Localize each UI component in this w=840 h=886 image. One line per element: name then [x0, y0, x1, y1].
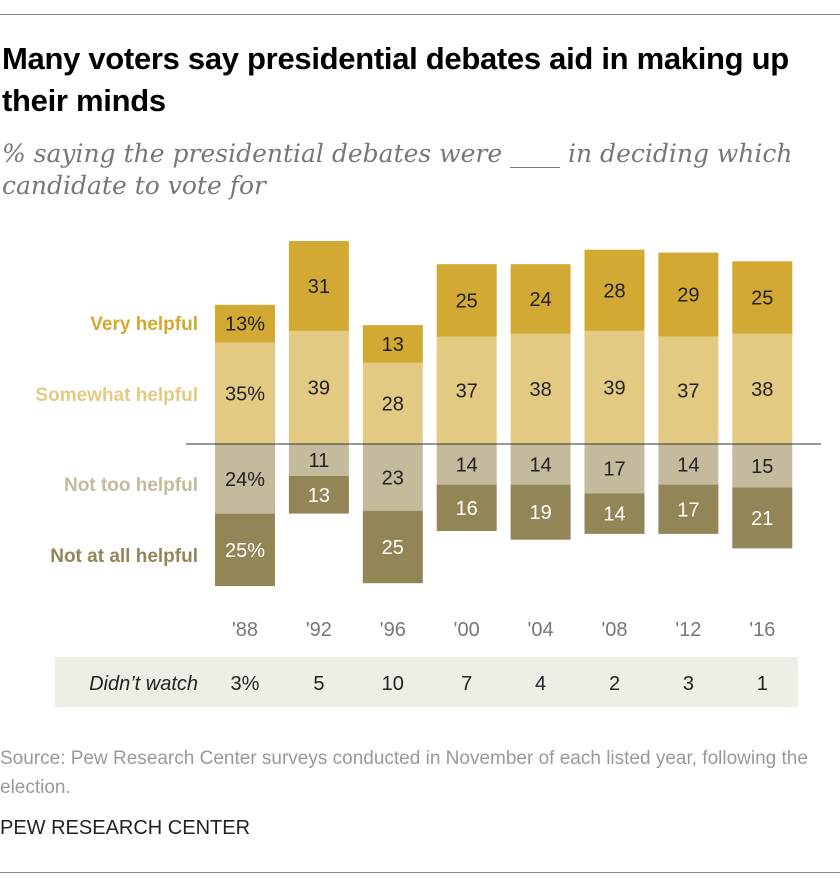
didnt-watch-value: 5 — [313, 673, 324, 695]
brand-label: PEW RESEARCH CENTER — [0, 817, 251, 839]
bar-segment — [732, 444, 793, 488]
data-label: 28 — [603, 280, 625, 302]
bar-segment — [658, 484, 719, 534]
bar-segment — [288, 330, 349, 444]
bar-segment — [215, 513, 275, 587]
didnt-watch-value: 3 — [683, 673, 694, 695]
bar-segment — [362, 325, 423, 363]
bar-segment — [362, 510, 423, 584]
bar-segment — [215, 342, 275, 444]
chart-subtitle: % saying the presidential debates were _… — [2, 139, 793, 200]
data-label: 23 — [382, 467, 404, 489]
bar-segment — [658, 444, 719, 485]
data-label: 13% — [225, 314, 265, 336]
data-label: 24 — [529, 289, 551, 311]
didnt-watch-value: 1 — [757, 673, 768, 695]
data-label: 14 — [456, 454, 478, 476]
data-label: 14 — [529, 454, 551, 476]
data-label: 37 — [677, 380, 699, 402]
bar-segment — [436, 336, 497, 444]
x-tick-label: '00 — [454, 619, 480, 641]
legend-label-1: Somewhat helpful — [35, 385, 198, 406]
bottom-rule — [0, 872, 840, 873]
data-label: 13 — [382, 334, 404, 356]
data-label: 37 — [456, 380, 478, 402]
data-label: 31 — [308, 276, 330, 298]
data-label: 39 — [308, 377, 330, 399]
data-label: 17 — [677, 499, 699, 521]
bar-segment — [362, 444, 423, 511]
bar-segment — [732, 261, 793, 334]
chart-title: Many voters say presidential debates aid… — [2, 41, 789, 118]
data-label: 24% — [225, 469, 265, 491]
bar-segment — [658, 336, 719, 444]
x-tick-label: '92 — [306, 619, 332, 641]
bar-segment — [436, 264, 497, 337]
didnt-watch-value: 10 — [382, 673, 404, 695]
bar-segment — [362, 362, 423, 444]
didnt-watch-band — [55, 657, 798, 707]
legend-label-0: Very helpful — [90, 314, 198, 335]
bar-segment — [436, 444, 497, 485]
legend-label-3: Not at all helpful — [50, 546, 198, 567]
data-label: 29 — [677, 285, 699, 307]
didnt-watch-value: 7 — [461, 673, 472, 695]
top-rule — [0, 14, 840, 15]
data-label: 13 — [308, 485, 330, 507]
bar-segment — [215, 444, 275, 514]
bar-segment — [215, 304, 275, 343]
data-label: 39 — [603, 377, 625, 399]
x-tick-label: '16 — [749, 619, 775, 641]
x-tick-label: '08 — [601, 619, 627, 641]
bar-segment — [584, 493, 645, 534]
x-tick-label: '88 — [232, 619, 258, 641]
x-tick-label: '12 — [675, 619, 701, 641]
bar-segment — [510, 444, 571, 485]
bar-segment — [510, 484, 571, 540]
data-label: 25 — [382, 537, 404, 559]
data-label: 16 — [456, 498, 478, 520]
data-label: 25% — [225, 540, 265, 562]
data-label: 38 — [751, 379, 773, 401]
data-label: 25 — [751, 288, 773, 310]
data-label: 14 — [603, 504, 625, 526]
chart-plot: Very helpful Somewhat helpful Not too help… — [35, 241, 821, 707]
data-label: 19 — [529, 502, 551, 524]
bar-segment — [658, 252, 719, 337]
bar-segment — [732, 487, 793, 549]
data-label: 38 — [529, 379, 551, 401]
data-label: 11 — [309, 450, 330, 472]
data-label: 25 — [456, 290, 478, 312]
data-label: 21 — [751, 508, 773, 530]
bar-segment — [732, 333, 793, 444]
legend-label-2: Not too helpful — [64, 475, 198, 496]
didnt-watch-value: 4 — [535, 673, 546, 695]
didnt-watch-label: Didn’t watch — [89, 673, 198, 695]
data-label: 28 — [382, 393, 404, 415]
bar-segment — [510, 333, 571, 444]
bar-segment — [288, 241, 349, 331]
didnt-watch-value: 3% — [231, 673, 260, 695]
bar-segment — [436, 484, 497, 531]
data-label: 14 — [677, 454, 699, 476]
bar-segment — [510, 264, 571, 334]
didnt-watch-value: 2 — [609, 673, 620, 695]
bar-segment — [584, 330, 645, 444]
bar-segment — [584, 249, 645, 331]
bar-segment — [288, 475, 349, 514]
x-tick-label: '96 — [380, 619, 406, 641]
x-tick-label: '04 — [528, 619, 554, 641]
source-note: Source: Pew Research Center surveys cond… — [0, 748, 808, 798]
data-label: 15 — [751, 456, 773, 478]
data-label: 35% — [225, 383, 265, 405]
data-label: 17 — [603, 459, 625, 481]
bar-segment — [584, 444, 645, 494]
bar-segment — [288, 444, 349, 476]
